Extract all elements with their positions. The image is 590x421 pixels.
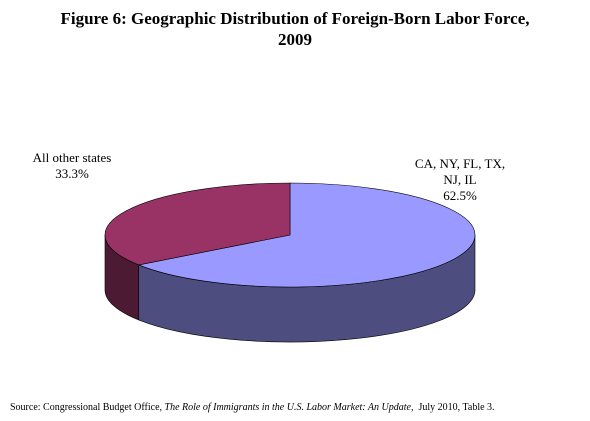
source-title: The Role of Immigrants in the U.S. Labor…: [164, 402, 414, 413]
label-group: All other states 33.3%: [17, 150, 127, 182]
slice-label: CA, NY, FL, TX, NJ, IL: [414, 156, 506, 187]
source-prefix: Source: Congressional Budget Office,: [10, 402, 165, 413]
label-group: CA, NY, FL, TX, NJ, IL 62.5%: [405, 156, 515, 204]
chart-title: Figure 6: Geographic Distribution of For…: [60, 9, 530, 49]
slice: [104, 182, 291, 266]
source: Source: Congressional Budget Office, The…: [10, 402, 495, 413]
source-suffix: July 2010, Table 3.: [413, 402, 495, 413]
value-label: 33.3%: [55, 166, 89, 181]
value-label: 62.5%: [443, 188, 477, 203]
slice-label: All other states: [32, 150, 112, 165]
slice: [137, 182, 476, 288]
